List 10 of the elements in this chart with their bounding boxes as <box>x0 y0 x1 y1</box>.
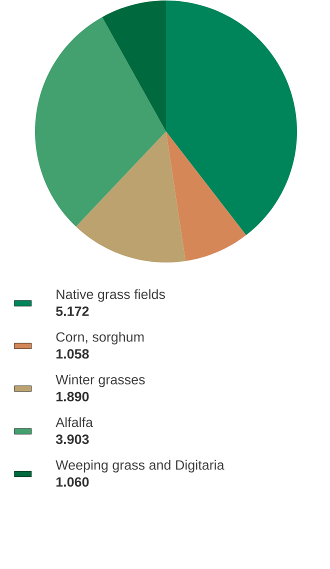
data-label: 3.903 <box>56 434 89 444</box>
data-label: 5.172 <box>56 306 89 316</box>
legend-label: Alfalfa <box>56 417 93 428</box>
legend-label: Weeping grass and Digitaria <box>56 460 224 472</box>
data-label: 1.060 <box>56 477 89 487</box>
legend-label: Native grass fields <box>56 289 165 302</box>
legend-label: Winter grasses <box>56 374 145 388</box>
legend-label: Corn, sorghum <box>56 332 144 344</box>
data-label: 1.058 <box>56 349 89 359</box>
data-label: 1.890 <box>56 392 89 402</box>
